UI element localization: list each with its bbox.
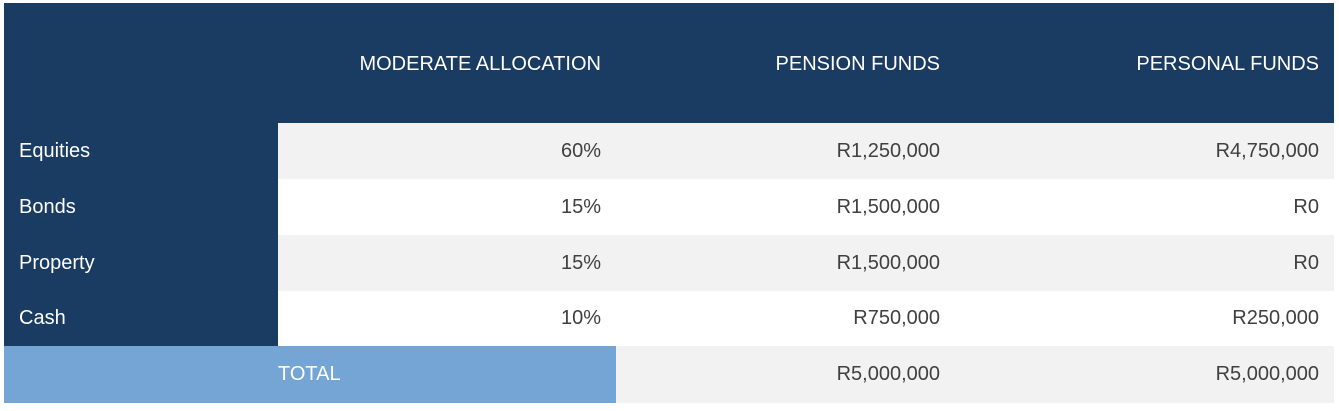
- table-cell: R1,250,000: [616, 123, 955, 179]
- row-label: Property: [4, 235, 278, 291]
- total-cell: R5,000,000: [955, 346, 1334, 403]
- table-cell: R0: [955, 179, 1334, 235]
- column-header: MODERATE ALLOCATION: [278, 3, 616, 125]
- table-cell: 15%: [278, 235, 616, 291]
- column-header: PERSONAL FUNDS: [955, 3, 1334, 125]
- table-cell: 15%: [278, 179, 616, 235]
- row-label: Bonds: [4, 179, 278, 235]
- total-cell: R5,000,000: [616, 346, 955, 403]
- row-label: Cash: [4, 291, 278, 346]
- total-label: TOTAL: [4, 346, 616, 403]
- row-label: Equities: [4, 123, 278, 179]
- table-cell: R750,000: [616, 291, 955, 346]
- table-cell: R0: [955, 235, 1334, 291]
- table-cell: R250,000: [955, 291, 1334, 346]
- table-cell: R1,500,000: [616, 235, 955, 291]
- column-header: PENSION FUNDS: [616, 3, 955, 125]
- table-cell: 60%: [278, 123, 616, 179]
- table-cell: 10%: [278, 291, 616, 346]
- table-cell: R4,750,000: [955, 123, 1334, 179]
- table-cell: R1,500,000: [616, 179, 955, 235]
